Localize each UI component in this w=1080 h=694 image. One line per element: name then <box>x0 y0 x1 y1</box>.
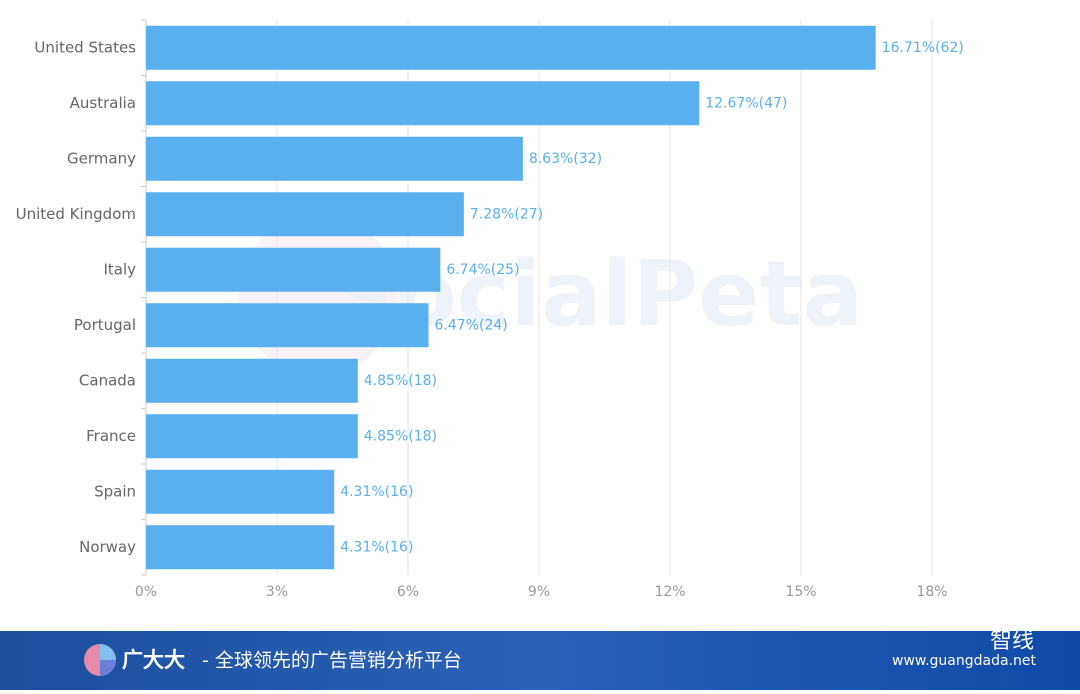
value-label: 4.85%(18) <box>364 428 437 444</box>
bar <box>146 469 335 514</box>
y-tick-label: Germany <box>67 149 136 167</box>
footer-account: 智线 <box>990 629 1034 654</box>
x-tick-label: 0% <box>135 584 157 600</box>
bar <box>146 358 358 403</box>
value-label: 12.67%(47) <box>705 95 787 111</box>
y-tick-label: Norway <box>79 538 136 556</box>
value-label: 4.85%(18) <box>364 373 437 389</box>
value-label: 8.63%(32) <box>529 151 602 167</box>
footer-logo-part <box>100 660 116 676</box>
bar <box>146 247 441 292</box>
bar <box>146 525 335 570</box>
footer-brand: 广大大 <box>122 648 185 672</box>
x-tick-label: 9% <box>528 584 550 600</box>
y-tick-label: Canada <box>79 371 136 389</box>
bar <box>146 81 700 126</box>
x-tick-label: 15% <box>785 584 816 600</box>
y-tick-label: United Kingdom <box>16 205 136 223</box>
value-label: 4.31%(16) <box>340 484 413 500</box>
footer-bar <box>0 631 1080 690</box>
footer-slogan: - 全球领先的广告营销分析平台 <box>202 650 462 672</box>
value-label: 4.31%(16) <box>340 539 413 555</box>
value-label: 6.47%(24) <box>435 317 508 333</box>
y-tick-label: Australia <box>70 94 136 112</box>
x-tick-label: 3% <box>266 584 288 600</box>
watermark: SocialPeta <box>238 215 863 375</box>
y-tick-label: Spain <box>94 482 136 500</box>
value-label: 6.74%(25) <box>446 262 519 278</box>
bar <box>146 25 876 70</box>
value-label: 16.71%(62) <box>882 40 964 56</box>
footer-logo-part <box>100 644 116 660</box>
bar <box>146 192 464 237</box>
x-tick-label: 12% <box>654 584 685 600</box>
bar <box>146 136 523 181</box>
bar <box>146 303 429 348</box>
y-tick-label: United States <box>34 38 136 56</box>
bar <box>146 414 358 459</box>
x-tick-label: 6% <box>397 584 419 600</box>
y-tick-label: Italy <box>103 260 136 278</box>
value-label: 7.28%(27) <box>470 206 543 222</box>
y-tick-label: Portugal <box>74 316 136 334</box>
footer-url: www.guangdada.net <box>892 653 1036 669</box>
x-tick-label: 18% <box>916 584 947 600</box>
y-tick-label: France <box>86 427 136 445</box>
